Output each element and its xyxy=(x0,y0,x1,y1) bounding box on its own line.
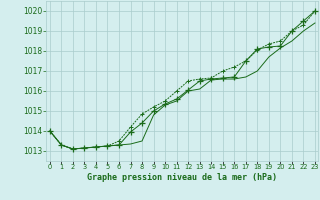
X-axis label: Graphe pression niveau de la mer (hPa): Graphe pression niveau de la mer (hPa) xyxy=(87,173,277,182)
